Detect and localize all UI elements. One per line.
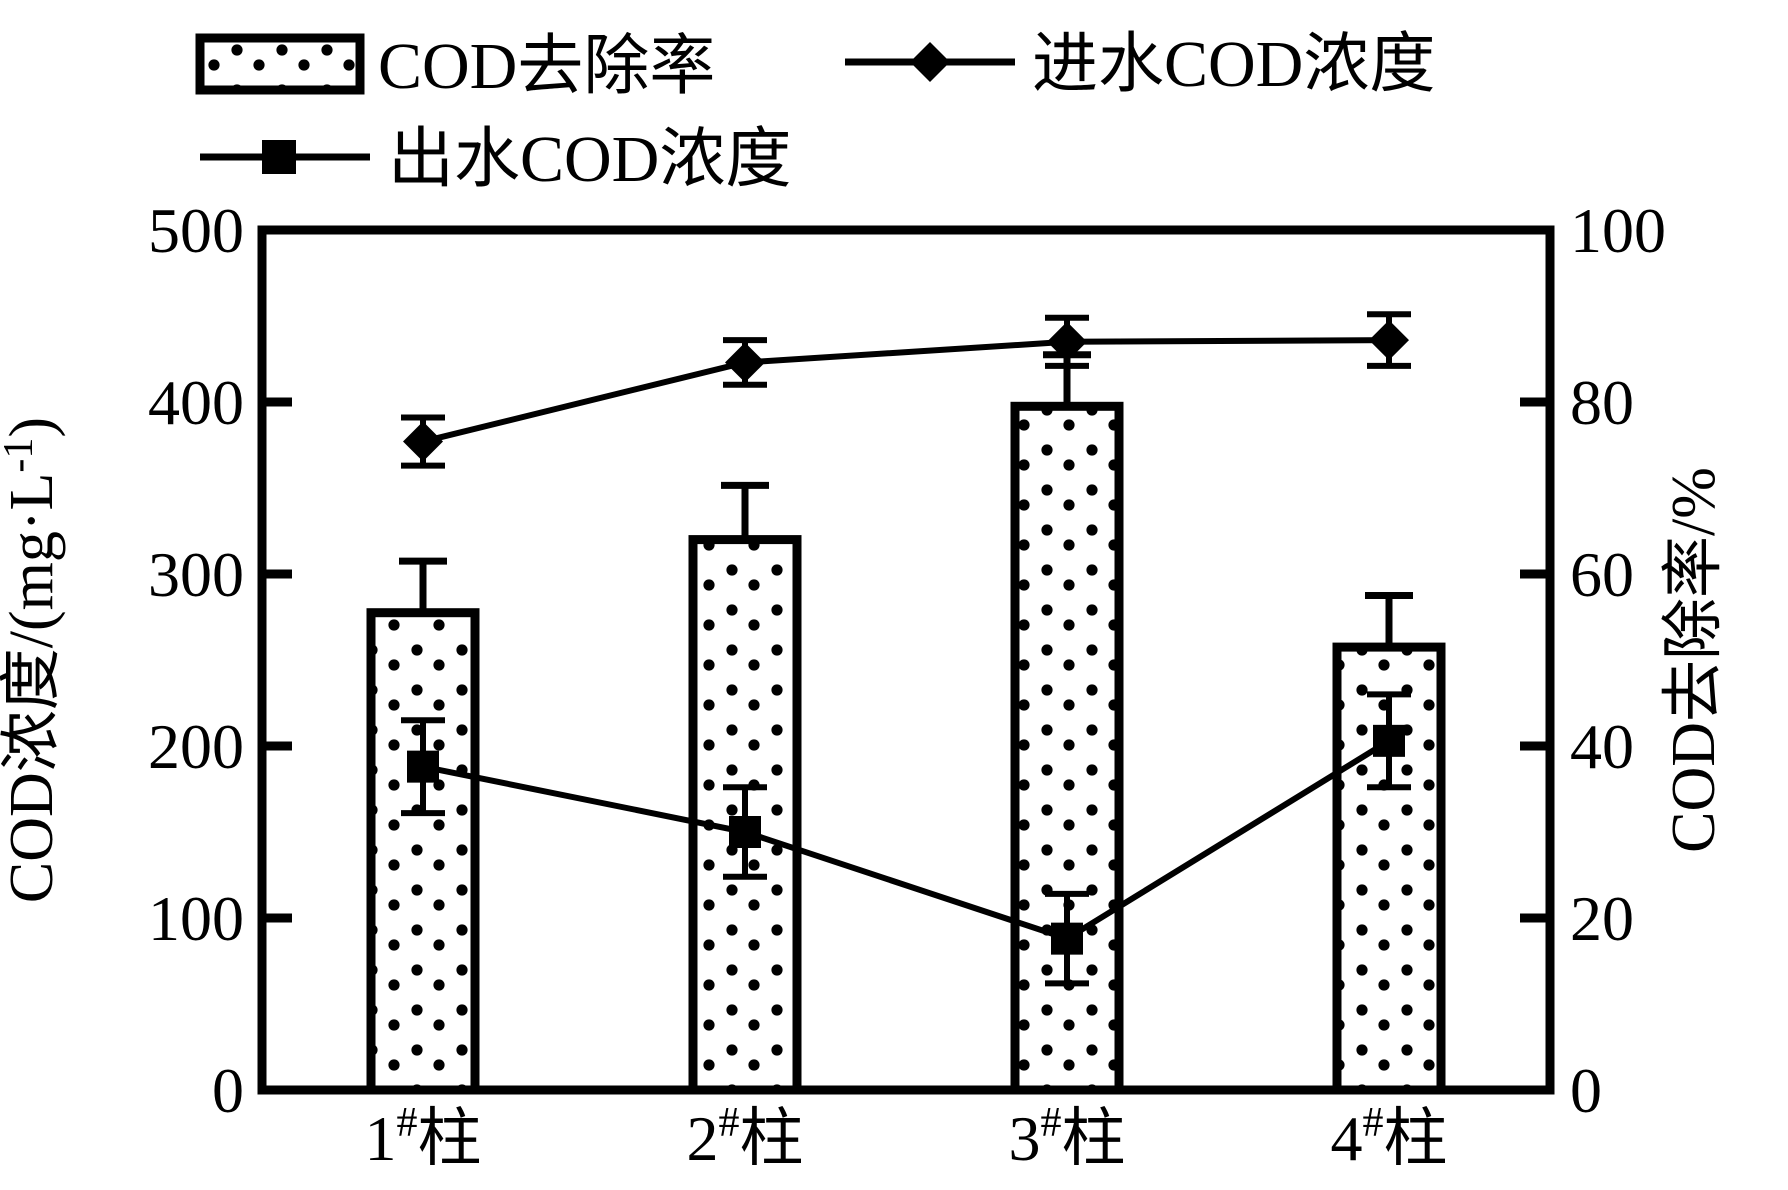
x-label-3: 3#柱 (1009, 1100, 1126, 1174)
left-tick-label-200: 200 (148, 711, 244, 782)
effluent-markers-group (407, 724, 1405, 955)
bar-col-4 (1332, 642, 1446, 1095)
legend-label-removal: COD去除率 (378, 30, 715, 103)
effluent-marker-square-4 (1373, 724, 1405, 757)
bar-col-1 (366, 608, 480, 1095)
influent-marker-diamond-1 (403, 421, 443, 462)
right-tick-label-0: 0 (1570, 1055, 1602, 1126)
right-tick-label-60: 60 (1570, 539, 1634, 610)
left-tick-labels: 0 100 200 300 400 500 (148, 195, 244, 1126)
legend-label-influent: 进水COD浓度 (1032, 28, 1435, 101)
right-tick-label-20: 20 (1570, 883, 1634, 954)
influent-line (422, 337, 1390, 445)
effluent-marker-square-2 (729, 816, 761, 848)
left-tick-label-300: 300 (148, 539, 244, 610)
left-tick-label-0: 0 (212, 1055, 244, 1126)
x-label-4: 4#柱 (1331, 1100, 1448, 1174)
influent-marker-diamond-4 (1369, 320, 1409, 361)
x-label-1: 1#柱 (365, 1100, 482, 1174)
left-axis-ticks (262, 225, 292, 1095)
legend-marker-diamond (910, 42, 950, 82)
effluent-line (422, 738, 1391, 942)
effluent-marker-square-3 (1051, 922, 1083, 955)
right-axis-ticks (1520, 225, 1550, 1095)
legend-marker-square (262, 140, 296, 174)
effluent-marker-square-1 (407, 750, 439, 783)
plot-border (257, 225, 1555, 1095)
left-axis-title: COD浓度/(mg·L-1) (0, 417, 66, 903)
right-tick-label-40: 40 (1570, 711, 1634, 782)
effluent-errorbars-group (401, 691, 1411, 987)
legend-label-effluent: 出水COD浓度 (388, 123, 791, 196)
influent-marker-diamond-3 (1047, 321, 1087, 362)
right-tick-label-80: 80 (1570, 367, 1634, 438)
influent-markers-group (403, 320, 1409, 462)
influent-marker-diamond-2 (725, 342, 765, 383)
x-label-2: 2#柱 (687, 1100, 804, 1174)
legend-swatch-dotted-bar (195, 33, 365, 95)
x-category-labels: 1#柱 2#柱 3#柱 4#柱 (365, 1100, 1448, 1174)
right-tick-labels: 0 20 40 60 80 100 (1570, 195, 1666, 1126)
left-tick-label-500: 500 (148, 195, 244, 266)
bar-col-3 (1010, 401, 1124, 1095)
left-tick-label-400: 400 (148, 367, 244, 438)
right-tick-label-100: 100 (1570, 195, 1666, 266)
left-tick-label-100: 100 (148, 883, 244, 954)
right-axis-title: COD去除率/% (1660, 467, 1728, 853)
